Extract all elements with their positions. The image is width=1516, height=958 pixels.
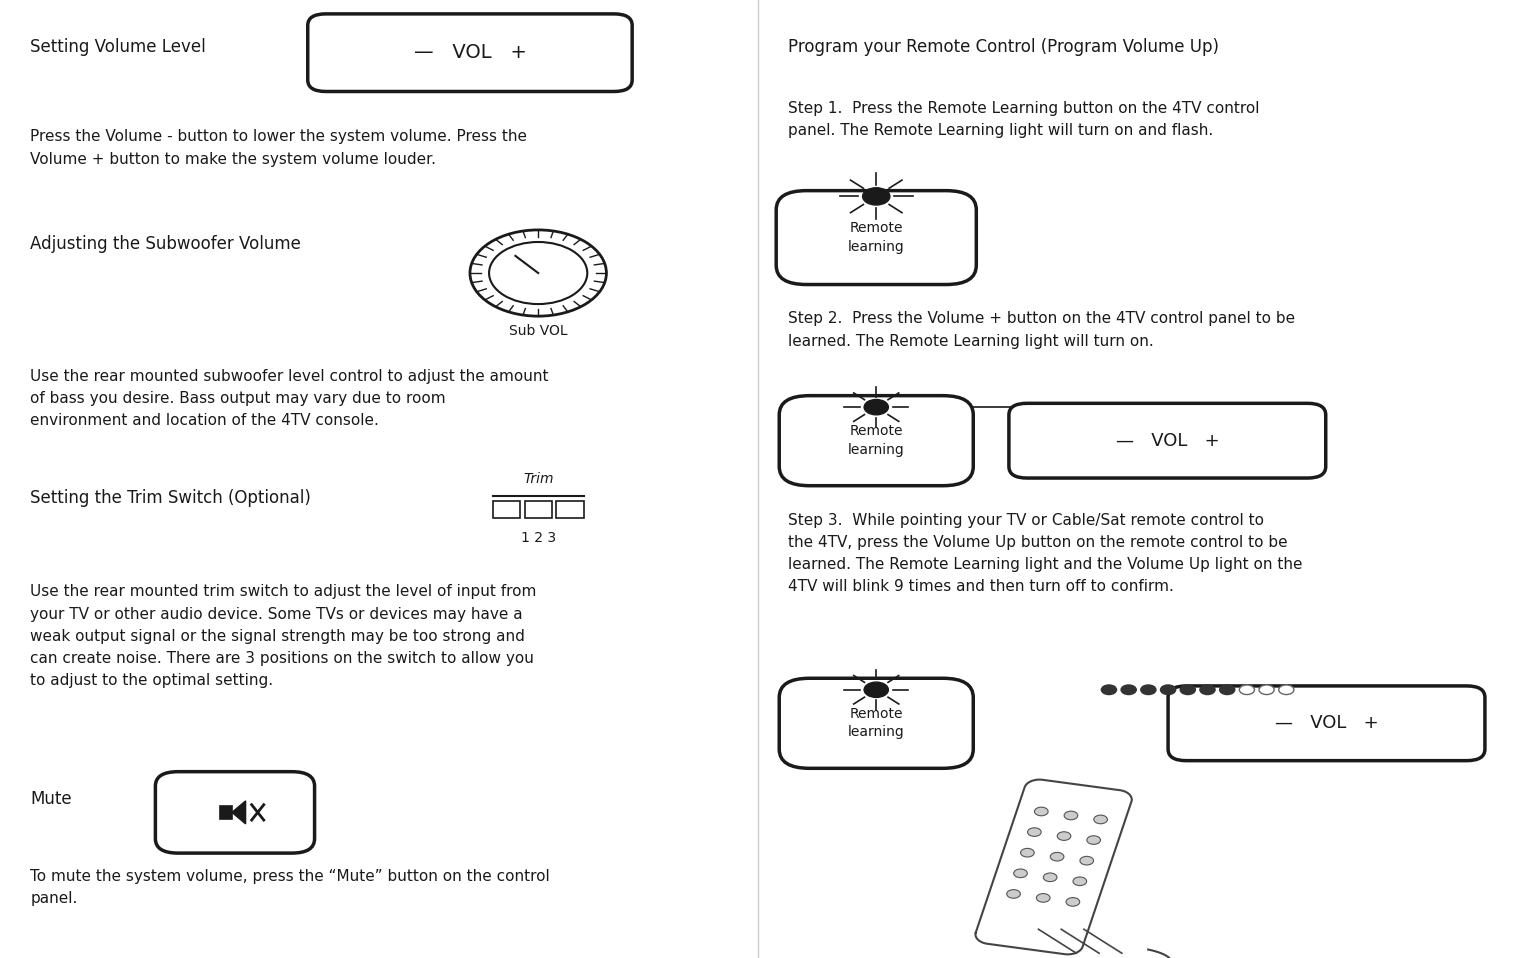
Text: Use the rear mounted trim switch to adjust the level of input from
your TV or ot: Use the rear mounted trim switch to adju…: [30, 584, 537, 688]
Text: Press the Volume - button to lower the system volume. Press the
Volume + button : Press the Volume - button to lower the s…: [30, 129, 528, 167]
Circle shape: [1280, 685, 1293, 695]
Circle shape: [864, 399, 888, 415]
Text: Setting Volume Level: Setting Volume Level: [30, 38, 206, 57]
Circle shape: [490, 242, 587, 304]
Text: Remote
learning: Remote learning: [847, 221, 905, 254]
Circle shape: [863, 188, 890, 205]
Text: Trim: Trim: [523, 471, 553, 486]
Circle shape: [1079, 856, 1093, 865]
Circle shape: [1122, 685, 1137, 695]
Text: Step 2.  Press the Volume + button on the 4TV control panel to be
learned. The R: Step 2. Press the Volume + button on the…: [788, 311, 1296, 349]
Circle shape: [1034, 808, 1048, 816]
Circle shape: [1240, 685, 1255, 695]
Circle shape: [1037, 894, 1051, 902]
Circle shape: [1201, 685, 1214, 695]
Circle shape: [1007, 890, 1020, 899]
Circle shape: [470, 230, 606, 316]
FancyBboxPatch shape: [155, 772, 315, 854]
FancyBboxPatch shape: [1167, 686, 1484, 761]
FancyBboxPatch shape: [308, 14, 632, 92]
Text: —   VOL   +: — VOL +: [414, 43, 526, 62]
Text: —   VOL   +: — VOL +: [1116, 432, 1219, 449]
Circle shape: [1057, 832, 1070, 840]
Text: 1 2 3: 1 2 3: [520, 531, 556, 545]
Circle shape: [1020, 849, 1034, 857]
Text: Setting the Trim Switch (Optional): Setting the Trim Switch (Optional): [30, 489, 311, 507]
FancyBboxPatch shape: [779, 678, 973, 768]
Circle shape: [864, 682, 888, 697]
Text: Mute: Mute: [30, 790, 71, 809]
Bar: [556, 501, 584, 518]
Circle shape: [1258, 685, 1273, 695]
Circle shape: [1181, 685, 1195, 695]
Circle shape: [1014, 869, 1028, 878]
Circle shape: [1064, 811, 1078, 820]
Circle shape: [1043, 873, 1057, 881]
Text: Remote
learning: Remote learning: [847, 424, 905, 457]
Text: Use the rear mounted subwoofer level control to adjust the amount
of bass you de: Use the rear mounted subwoofer level con…: [30, 369, 549, 428]
Circle shape: [1028, 828, 1041, 836]
Circle shape: [1073, 877, 1087, 885]
Bar: [220, 806, 232, 819]
Circle shape: [1087, 835, 1101, 844]
Circle shape: [1142, 685, 1155, 695]
Text: To mute the system volume, press the “Mute” button on the control
panel.: To mute the system volume, press the “Mu…: [30, 869, 550, 906]
FancyBboxPatch shape: [779, 396, 973, 486]
Text: Program your Remote Control (Program Volume Up): Program your Remote Control (Program Vol…: [788, 38, 1219, 57]
Circle shape: [1161, 685, 1176, 695]
Bar: [525, 501, 552, 518]
Text: —   VOL   +: — VOL +: [1275, 715, 1378, 732]
Circle shape: [1101, 685, 1116, 695]
Polygon shape: [232, 801, 246, 824]
Circle shape: [1093, 815, 1107, 824]
Text: Sub VOL: Sub VOL: [509, 324, 567, 338]
Circle shape: [1066, 898, 1079, 906]
FancyBboxPatch shape: [776, 191, 976, 285]
Text: Step 3.  While pointing your TV or Cable/Sat remote control to
the 4TV, press th: Step 3. While pointing your TV or Cable/…: [788, 513, 1302, 594]
Circle shape: [1051, 853, 1064, 861]
Polygon shape: [975, 780, 1132, 954]
Text: Remote
learning: Remote learning: [847, 707, 905, 740]
Text: Step 1.  Press the Remote Learning button on the 4TV control
panel. The Remote L: Step 1. Press the Remote Learning button…: [788, 101, 1260, 138]
FancyBboxPatch shape: [1010, 403, 1325, 478]
Bar: [493, 501, 520, 518]
Circle shape: [1219, 685, 1236, 695]
Text: Adjusting the Subwoofer Volume: Adjusting the Subwoofer Volume: [30, 235, 302, 253]
